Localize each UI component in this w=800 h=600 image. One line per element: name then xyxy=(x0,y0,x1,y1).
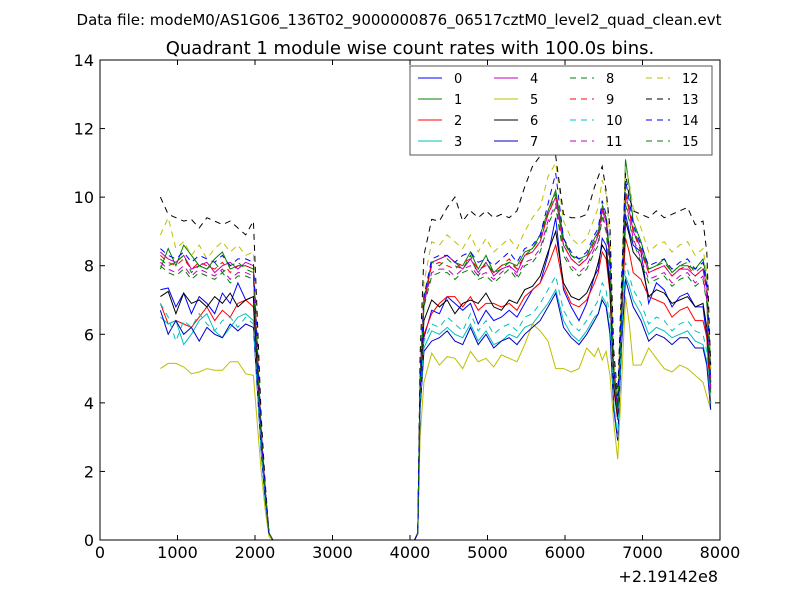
legend-label-7: 7 xyxy=(530,135,538,150)
x-offset-label: +2.19142e8 xyxy=(618,567,718,586)
legend-label-1: 1 xyxy=(454,93,462,108)
x-tick-label-3000: 3000 xyxy=(312,543,353,562)
x-tick-label-0: 0 xyxy=(95,543,105,562)
legend-label-3: 3 xyxy=(454,135,462,150)
legend-label-4: 4 xyxy=(530,72,538,87)
series-line-2 xyxy=(159,238,712,540)
suptitle: Data file: modeM0/AS1G06_136T02_90000008… xyxy=(77,11,722,30)
series-line-8 xyxy=(160,186,712,540)
x-tick-label-6000: 6000 xyxy=(545,543,586,562)
y-tick-label-0: 0 xyxy=(84,531,94,550)
legend-label-13: 13 xyxy=(682,93,699,108)
x-tick-label-5000: 5000 xyxy=(467,543,508,562)
legend-label-11: 11 xyxy=(606,135,623,150)
series-line-14 xyxy=(160,172,712,540)
series-line-11 xyxy=(160,200,712,540)
y-tick-label-2: 2 xyxy=(84,462,94,481)
series-line-13 xyxy=(159,121,712,540)
legend-label-15: 15 xyxy=(682,135,699,150)
y-tick-label-4: 4 xyxy=(84,394,94,413)
legend-label-2: 2 xyxy=(454,114,462,129)
series-layer xyxy=(159,121,712,540)
chart-title: Quadrant 1 module wise count rates with … xyxy=(166,38,655,59)
series-line-5 xyxy=(160,296,712,540)
series-line-6 xyxy=(160,220,712,540)
legend-label-6: 6 xyxy=(530,114,538,129)
legend-label-5: 5 xyxy=(530,93,538,108)
series-line-10 xyxy=(159,262,712,540)
y-tick-label-14: 14 xyxy=(74,51,94,70)
axis-ticks: 0 1000 2000 3000 4000 5000 6000 7000 80000246810… xyxy=(74,51,741,562)
x-tick-label-4000: 4000 xyxy=(390,543,431,562)
y-tick-label-8: 8 xyxy=(84,257,94,276)
legend-label-0: 0 xyxy=(454,72,462,87)
x-tick-label-7000: 7000 xyxy=(622,543,663,562)
legend-box xyxy=(409,65,713,156)
x-tick-label-1000: 1000 xyxy=(157,543,198,562)
y-tick-label-6: 6 xyxy=(84,325,94,344)
legend-label-9: 9 xyxy=(606,93,614,108)
series-line-15 xyxy=(160,203,712,540)
x-tick-label-8000: 8000 xyxy=(700,543,741,562)
legend-label-10: 10 xyxy=(606,114,623,129)
x-tick-label-2000: 2000 xyxy=(235,543,276,562)
legend-label-8: 8 xyxy=(606,72,614,87)
legend-label-12: 12 xyxy=(682,72,699,87)
legend-label-14: 14 xyxy=(682,114,699,129)
series-line-7 xyxy=(159,279,712,540)
y-tick-label-12: 12 xyxy=(74,120,94,139)
y-tick-label-10: 10 xyxy=(74,188,94,207)
